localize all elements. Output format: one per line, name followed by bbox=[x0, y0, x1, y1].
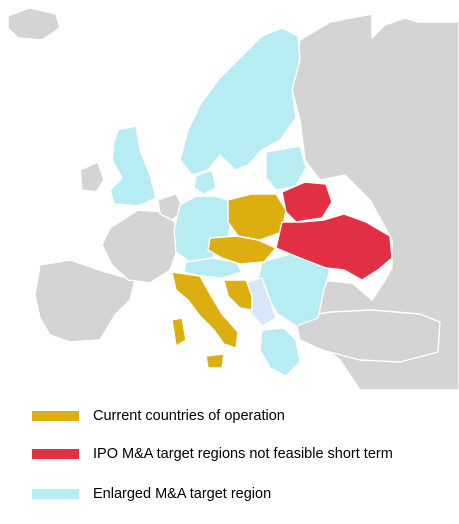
europe-map bbox=[7, 7, 459, 390]
legend-swatch-enlarged bbox=[32, 489, 79, 499]
region-baltics bbox=[265, 145, 307, 191]
region-ireland bbox=[79, 161, 105, 193]
legend-swatch-current bbox=[32, 411, 79, 421]
legend-label-enlarged: Enlarged M&A target region bbox=[93, 486, 272, 502]
region-central bbox=[207, 235, 277, 265]
region-italy bbox=[171, 271, 239, 349]
region-scandinavia bbox=[179, 27, 301, 176]
region-iberia bbox=[34, 259, 136, 343]
region-croatia bbox=[223, 279, 253, 311]
region-sardinia bbox=[171, 317, 187, 347]
region-iceland bbox=[7, 7, 61, 41]
region-denmark bbox=[193, 169, 217, 195]
map-svg bbox=[7, 7, 459, 390]
region-poland bbox=[227, 193, 287, 241]
legend-label-ipo: IPO M&A target regions not feasible shor… bbox=[93, 446, 393, 462]
region-belarus bbox=[281, 181, 333, 223]
legend-swatch-ipo bbox=[32, 449, 79, 459]
legend-item-current: Current countries of operation bbox=[32, 405, 285, 427]
region-turkey bbox=[294, 309, 441, 363]
region-greece bbox=[259, 327, 301, 377]
region-alpine bbox=[183, 257, 243, 279]
region-ukraine bbox=[275, 213, 393, 281]
region-sicily bbox=[205, 353, 225, 369]
legend-item-ipo: IPO M&A target regions not feasible shor… bbox=[32, 443, 393, 465]
region-uk bbox=[109, 125, 157, 207]
region-france bbox=[101, 209, 181, 284]
legend-label-current: Current countries of operation bbox=[93, 408, 285, 424]
legend-item-enlarged: Enlarged M&A target region bbox=[32, 483, 271, 505]
